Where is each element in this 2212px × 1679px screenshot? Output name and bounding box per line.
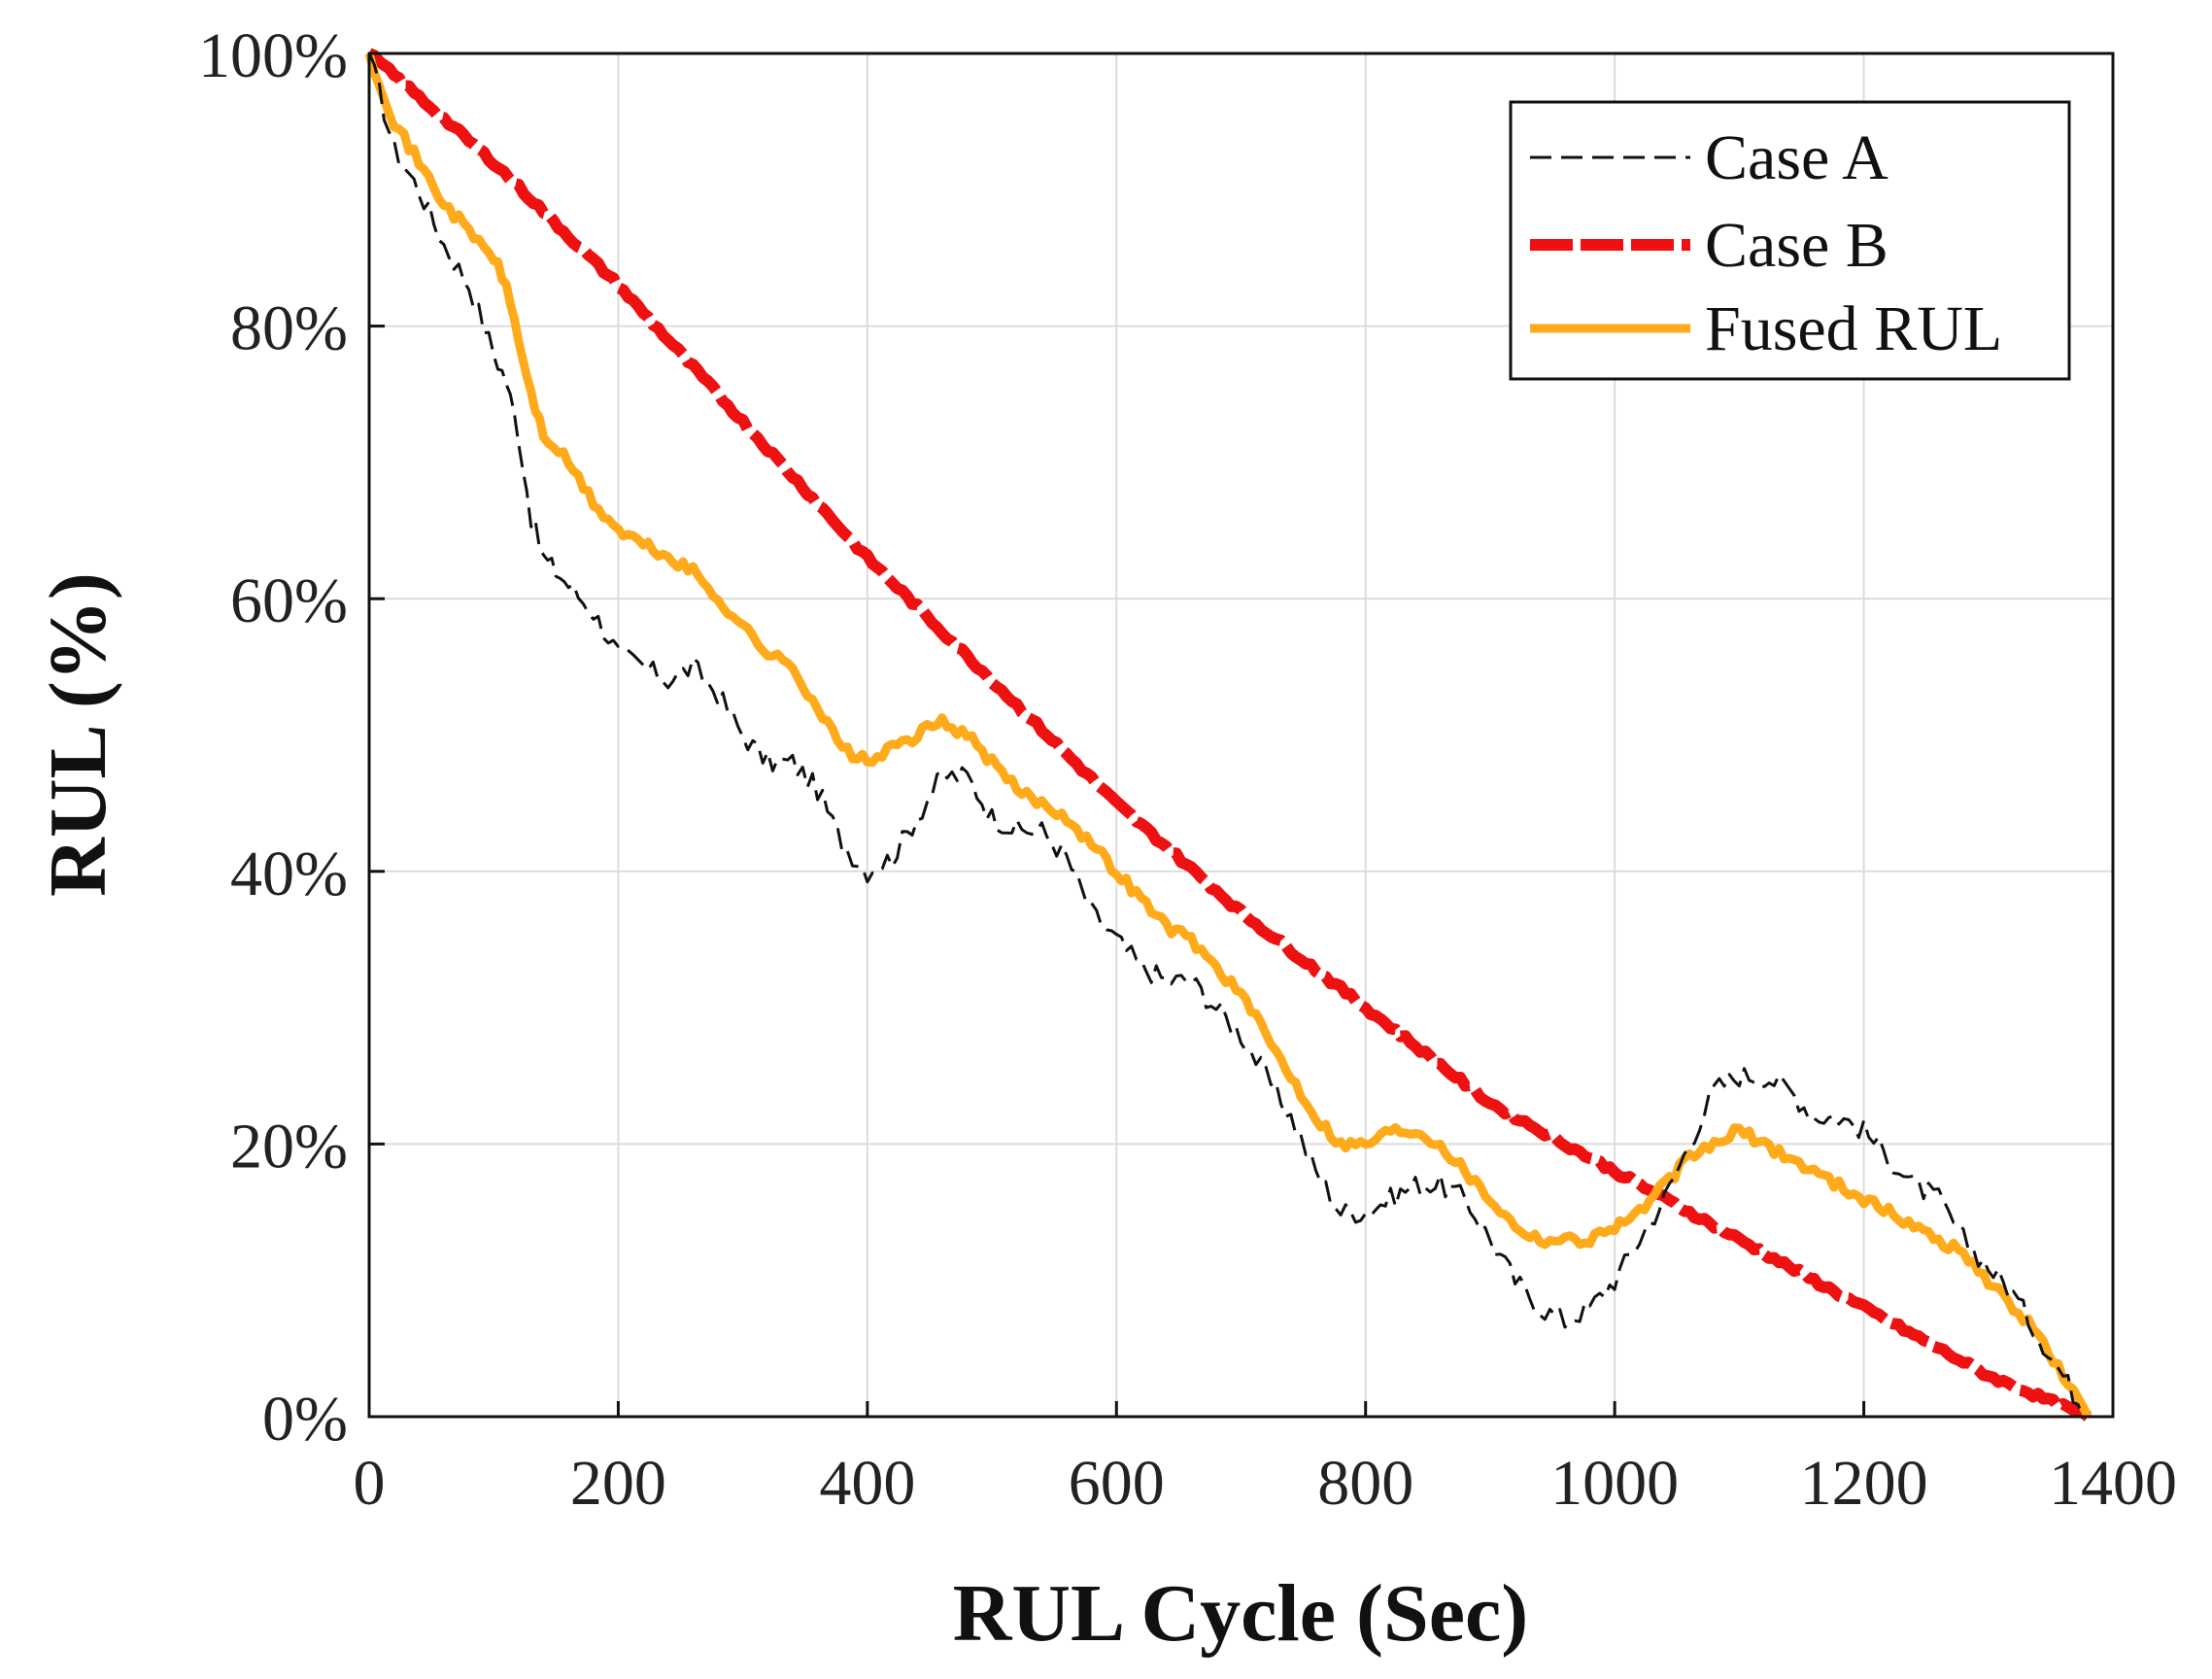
series-line-fused-rul	[364, 51, 2093, 1420]
plot-area-frame	[367, 51, 2115, 1419]
legend-label-fused-rul: Fused RUL	[1705, 293, 2002, 364]
y-tick-label: 80%	[230, 293, 348, 364]
x-tick-label: 800	[1317, 1448, 1413, 1519]
y-tick-label: 60%	[230, 565, 348, 636]
y-tick-labels: 0% 20% 40% 60% 80% 100%	[198, 20, 348, 1455]
x-tick-label: 1200	[1800, 1448, 1928, 1519]
axis-ticks	[367, 51, 2115, 1419]
x-tick-label: 600	[1069, 1448, 1165, 1519]
y-tick-label: 100%	[198, 20, 348, 91]
series-line-case-a	[367, 52, 2089, 1419]
x-tick-label: 1000	[1550, 1448, 1679, 1519]
y-axis-title: RUL (%)	[33, 572, 123, 897]
legend: Case A Case B Fused RUL	[1509, 100, 2071, 381]
x-tick-label: 1400	[2049, 1448, 2177, 1519]
x-tick-label: 400	[819, 1448, 915, 1519]
x-tick-label: 200	[570, 1448, 666, 1519]
plot-series	[364, 48, 2093, 1422]
x-tick-labels: 0 200 400 600 800 1000 1200 1400	[354, 1448, 2178, 1519]
y-tick-label: 20%	[230, 1111, 348, 1182]
y-tick-label: 40%	[230, 839, 348, 909]
legend-label-case-b: Case B	[1705, 210, 1889, 281]
x-tick-label: 0	[354, 1448, 386, 1519]
series-line-case-b	[366, 48, 2093, 1422]
legend-label-case-a: Case A	[1705, 122, 1889, 193]
y-tick-label: 0%	[262, 1384, 348, 1455]
x-axis-title: RUL Cycle (Sec)	[953, 1568, 1529, 1659]
